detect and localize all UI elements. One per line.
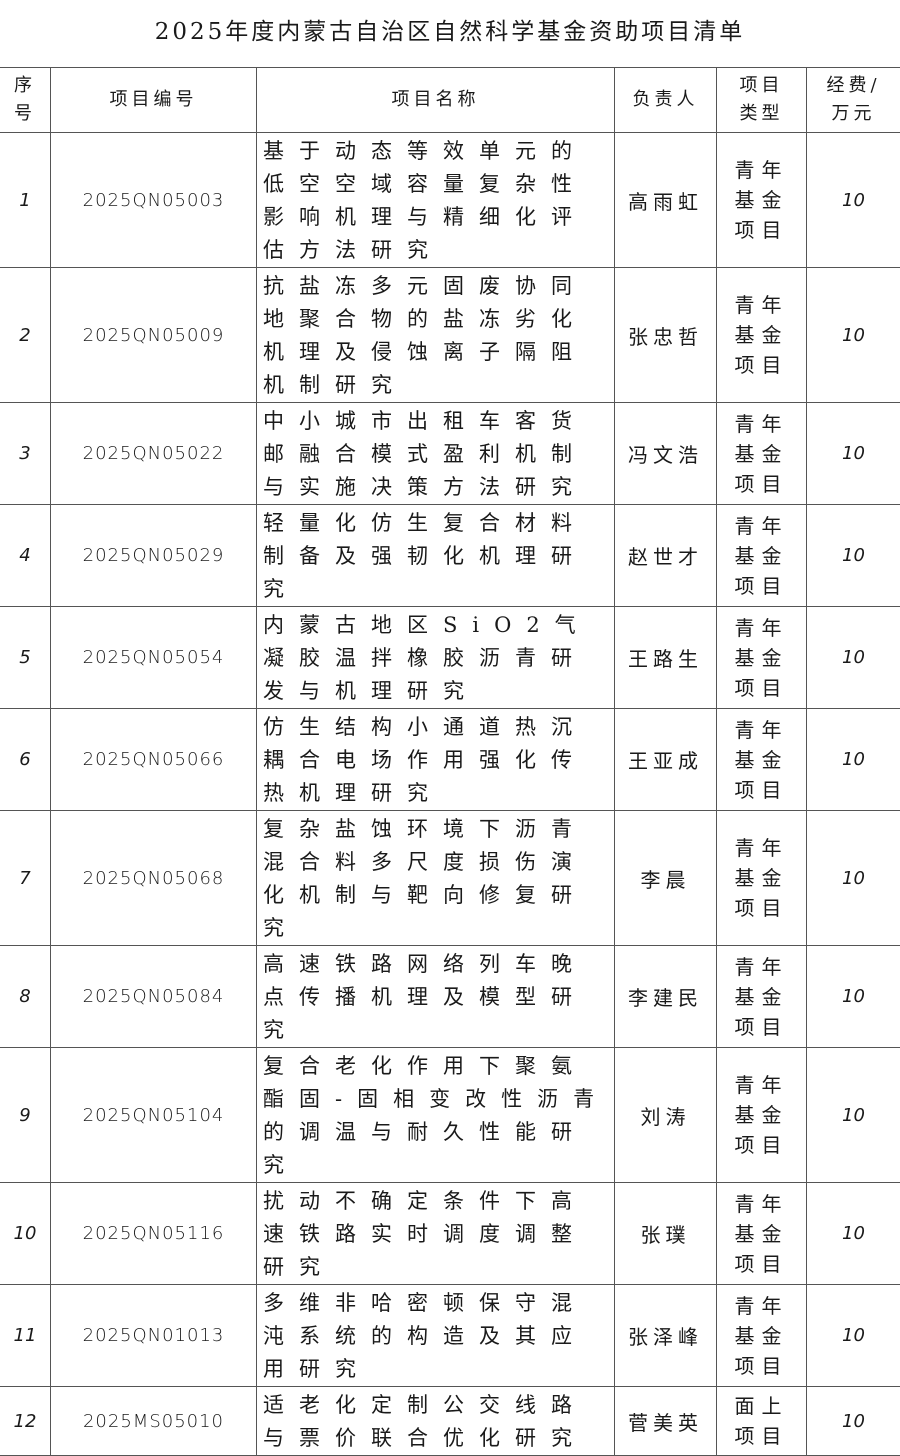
project-leader: 李晨 [615, 811, 717, 946]
project-leader: 张璞 [615, 1183, 717, 1285]
project-leader: 王路生 [615, 607, 717, 709]
project-name: 轻量化仿生复合材料制备及强韧化机理研究 [257, 505, 615, 607]
table-header-row: 序号 项目编号 项目名称 负责人 项目类型 经费/万元 [0, 68, 900, 133]
project-code: 2025QN05066 [51, 709, 257, 811]
project-fund: 10 [807, 811, 900, 946]
row-number: 3 [0, 403, 51, 505]
project-leader: 赵世才 [615, 505, 717, 607]
project-type: 青年基金项目 [717, 709, 807, 811]
row-number: 6 [0, 709, 51, 811]
project-name: 抗盐冻多元固废协同地聚合物的盐冻劣化机理及侵蚀离子隔阻机制研究 [257, 268, 615, 403]
project-code: 2025QN05003 [51, 133, 257, 268]
project-name: 扰动不确定条件下高速铁路实时调度调整研究 [257, 1183, 615, 1285]
project-fund: 10 [807, 1183, 900, 1285]
project-fund: 10 [807, 505, 900, 607]
project-fund: 10 [807, 133, 900, 268]
row-number: 12 [0, 1387, 51, 1456]
row-number: 2 [0, 268, 51, 403]
project-name: 多维非哈密顿保守混沌系统的构造及其应用研究 [257, 1285, 615, 1387]
project-name: 复合老化作用下聚氨酯固-固相变改性沥青的调温与耐久性能研究 [257, 1048, 615, 1183]
project-code: 2025MS05010 [51, 1387, 257, 1456]
project-name: 仿生结构小通道热沉耦合电场作用强化传热机理研究 [257, 709, 615, 811]
project-fund: 10 [807, 946, 900, 1048]
project-type: 青年基金项目 [717, 607, 807, 709]
row-number: 7 [0, 811, 51, 946]
row-number: 8 [0, 946, 51, 1048]
project-code: 2025QN05116 [51, 1183, 257, 1285]
project-code: 2025QN05054 [51, 607, 257, 709]
project-name: 复杂盐蚀环境下沥青混合料多尺度损伤演化机制与靶向修复研究 [257, 811, 615, 946]
header-fund: 经费/万元 [807, 68, 900, 133]
project-fund: 10 [807, 607, 900, 709]
row-number: 11 [0, 1285, 51, 1387]
project-leader: 张忠哲 [615, 268, 717, 403]
project-type: 青年基金项目 [717, 946, 807, 1048]
project-type: 面上项目 [717, 1387, 807, 1456]
project-type: 青年基金项目 [717, 505, 807, 607]
project-leader: 菅美英 [615, 1387, 717, 1456]
project-type: 青年基金项目 [717, 811, 807, 946]
project-name: 基于动态等效单元的低空空域容量复杂性影响机理与精细化评估方法研究 [257, 133, 615, 268]
project-leader: 刘涛 [615, 1048, 717, 1183]
project-name: 中小城市出租车客货邮融合模式盈利机制与实施决策方法研究 [257, 403, 615, 505]
project-type: 青年基金项目 [717, 1285, 807, 1387]
project-name: 高速铁路网络列车晚点传播机理及模型研究 [257, 946, 615, 1048]
project-type: 青年基金项目 [717, 268, 807, 403]
header-leader: 负责人 [615, 68, 717, 133]
project-type: 青年基金项目 [717, 403, 807, 505]
project-code: 2025QN01013 [51, 1285, 257, 1387]
project-code: 2025QN05009 [51, 268, 257, 403]
project-fund: 10 [807, 403, 900, 505]
project-code: 2025QN05104 [51, 1048, 257, 1183]
project-leader: 高雨虹 [615, 133, 717, 268]
project-type: 青年基金项目 [717, 1183, 807, 1285]
project-leader: 李建民 [615, 946, 717, 1048]
project-fund: 10 [807, 268, 900, 403]
project-name: 内蒙古地区SiO2气凝胶温拌橡胶沥青研发与机理研究 [257, 607, 615, 709]
page-title: 2025年度内蒙古自治区自然科学基金资助项目清单 [0, 0, 900, 67]
row-number: 4 [0, 505, 51, 607]
header-code: 项目编号 [51, 68, 257, 133]
header-no: 序号 [0, 68, 51, 133]
project-name: 适老化定制公交线路与票价联合优化研究 [257, 1387, 615, 1456]
project-leader: 王亚成 [615, 709, 717, 811]
project-code: 2025QN05084 [51, 946, 257, 1048]
row-number: 10 [0, 1183, 51, 1285]
header-type: 项目类型 [717, 68, 807, 133]
project-fund: 10 [807, 1387, 900, 1456]
row-number: 9 [0, 1048, 51, 1183]
project-fund: 10 [807, 709, 900, 811]
project-type: 青年基金项目 [717, 133, 807, 268]
project-fund: 10 [807, 1285, 900, 1387]
project-type: 青年基金项目 [717, 1048, 807, 1183]
row-number: 1 [0, 133, 51, 268]
project-fund: 10 [807, 1048, 900, 1183]
header-name: 项目名称 [257, 68, 615, 133]
project-leader: 冯文浩 [615, 403, 717, 505]
row-number: 5 [0, 607, 51, 709]
project-leader: 张泽峰 [615, 1285, 717, 1387]
project-code: 2025QN05029 [51, 505, 257, 607]
project-code: 2025QN05068 [51, 811, 257, 946]
project-code: 2025QN05022 [51, 403, 257, 505]
